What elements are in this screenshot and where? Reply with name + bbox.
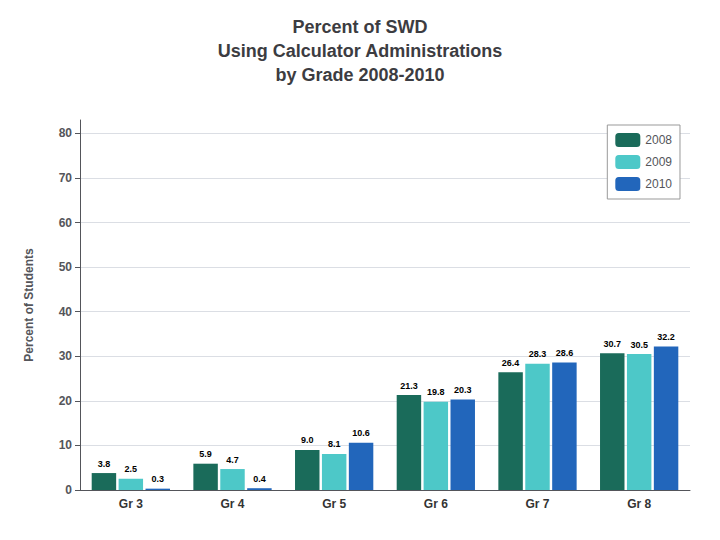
svg-text:2010: 2010 (645, 177, 672, 191)
svg-text:0.3: 0.3 (151, 474, 164, 484)
svg-text:30: 30 (59, 349, 73, 363)
svg-text:10: 10 (59, 438, 73, 452)
svg-text:8.1: 8.1 (328, 439, 341, 449)
svg-text:30.5: 30.5 (630, 340, 648, 350)
svg-text:Using Calculator Administratio: Using Calculator Administrations (218, 41, 502, 61)
svg-text:10.6: 10.6 (352, 428, 370, 438)
svg-text:60: 60 (59, 216, 73, 230)
svg-text:0: 0 (65, 483, 72, 497)
svg-text:19.8: 19.8 (427, 387, 445, 397)
svg-text:3.8: 3.8 (98, 459, 111, 469)
svg-text:Percent of Students: Percent of Students (22, 248, 36, 362)
svg-text:26.4: 26.4 (502, 358, 520, 368)
svg-text:2009: 2009 (645, 155, 672, 169)
svg-text:21.3: 21.3 (400, 381, 418, 391)
svg-text:50: 50 (59, 260, 73, 274)
svg-text:Gr 3: Gr 3 (119, 497, 143, 511)
svg-text:Gr 4: Gr 4 (220, 497, 244, 511)
svg-text:Gr 8: Gr 8 (627, 497, 651, 511)
svg-text:by Grade 2008-2010: by Grade 2008-2010 (275, 65, 444, 85)
svg-text:20: 20 (59, 394, 73, 408)
svg-text:32.2: 32.2 (657, 332, 675, 342)
svg-text:Gr 7: Gr 7 (525, 497, 549, 511)
svg-text:80: 80 (59, 126, 73, 140)
svg-text:28.3: 28.3 (529, 349, 547, 359)
svg-text:4.7: 4.7 (226, 455, 239, 465)
svg-text:9.0: 9.0 (301, 435, 314, 445)
svg-text:0.4: 0.4 (253, 474, 266, 484)
svg-text:Gr 6: Gr 6 (424, 497, 448, 511)
svg-text:Gr 5: Gr 5 (322, 497, 346, 511)
svg-text:20.3: 20.3 (454, 385, 472, 395)
svg-text:5.9: 5.9 (199, 449, 212, 459)
svg-text:70: 70 (59, 171, 73, 185)
svg-text:40: 40 (59, 305, 73, 319)
svg-text:30.7: 30.7 (603, 339, 621, 349)
svg-text:Percent of SWD: Percent of SWD (292, 17, 427, 37)
svg-text:2008: 2008 (645, 133, 672, 147)
svg-text:2.5: 2.5 (125, 464, 138, 474)
svg-text:28.6: 28.6 (556, 348, 574, 358)
